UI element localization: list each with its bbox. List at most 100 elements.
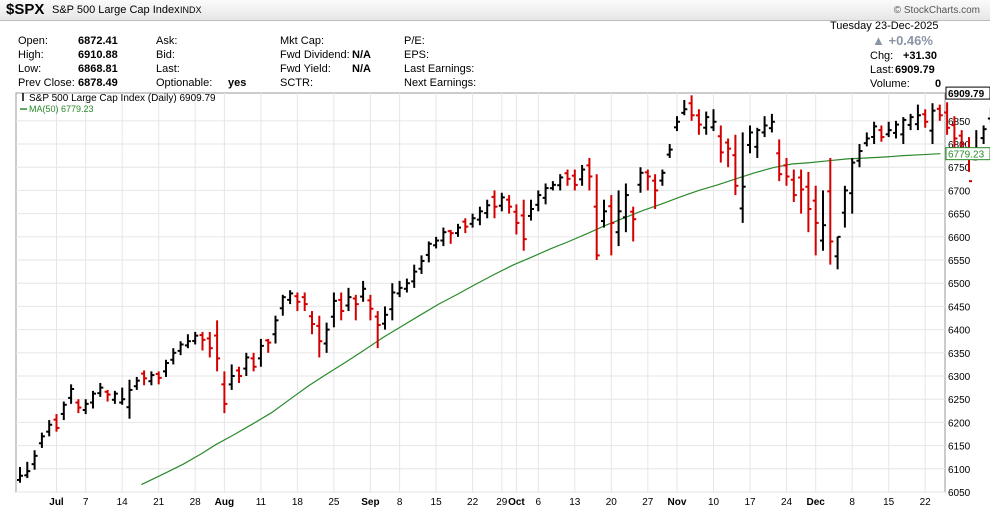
last-earnings-label: Last Earnings:: [404, 63, 475, 75]
ohlc-bar: [893, 120, 899, 139]
ohlc-bar: [805, 171, 812, 233]
ohlc-bar: [433, 236, 440, 249]
x-tick-label: 14: [117, 497, 129, 508]
fwd-yield-value: N/A: [352, 63, 371, 75]
ohlc-bar: [90, 390, 96, 409]
ohlc-bar: [236, 366, 242, 383]
ohlc-bar: [783, 157, 790, 186]
ohlc-bar: [170, 348, 177, 365]
y-tick-label: 6350: [948, 349, 971, 360]
ohlc-bar: [703, 111, 710, 135]
low-label: Low:: [18, 63, 42, 75]
x-tick-label: 7: [83, 497, 89, 508]
ohlc-bar: [907, 113, 914, 131]
ohlc-bar: [330, 292, 337, 328]
ohlc-bar: [987, 107, 990, 124]
ohlc-bar: [739, 132, 746, 223]
y-tick-label: 6150: [948, 442, 971, 453]
quote-date: Tuesday 23-Dec-2025: [830, 20, 939, 32]
ohlc-bar: [403, 278, 410, 293]
y-tick-label: 6750: [948, 163, 971, 174]
ohlc-bar: [725, 138, 732, 168]
x-tick-label: 20: [606, 497, 618, 508]
ohlc-bar: [111, 390, 118, 404]
ohlc-bar: [900, 117, 907, 145]
ohlc-bar: [75, 399, 82, 414]
y-tick-label: 6850: [948, 117, 971, 128]
ohlc-bar: [579, 164, 586, 186]
ohlc-bar: [257, 338, 264, 367]
ohlc-bar: [513, 204, 520, 235]
ohlc-bar: [46, 420, 53, 437]
volume-value: 0: [935, 78, 942, 90]
ohlc-bar: [82, 399, 89, 415]
ohlc-bar: [24, 461, 31, 479]
plot-area: [15, 92, 946, 493]
x-tick-label: 28: [190, 497, 202, 508]
x-tick-label: 8: [849, 497, 855, 508]
ohlc-bar: [316, 315, 323, 358]
percent-change: ▲ +0.46%: [872, 33, 933, 48]
ohlc-bar: [790, 169, 797, 203]
ohlc-bar: [272, 315, 279, 344]
ohlc-bar: [60, 401, 67, 421]
ohlc-bar: [601, 199, 607, 228]
ohlc-bar: [856, 144, 863, 168]
y-tick-label: 6050: [948, 488, 971, 499]
ohlc-bar: [141, 370, 148, 386]
ohlc-bar: [31, 450, 38, 470]
ohlc-bar: [221, 371, 228, 414]
x-tick-label: Dec: [807, 497, 826, 508]
ohlc-bar: [528, 199, 534, 221]
watermark: © StockCharts.com: [893, 5, 980, 16]
ohlc-bar: [761, 116, 768, 138]
ohlc-bar: [323, 322, 330, 353]
ohlc-bar: [250, 352, 257, 372]
ohlc-bar: [717, 125, 724, 163]
ohlc-bar: [309, 311, 315, 335]
ohlc-bar: [768, 113, 775, 133]
ohlc-bar: [834, 235, 841, 270]
high-value: 6910.88: [78, 49, 118, 61]
x-tick-label: Jul: [49, 497, 64, 508]
ohlc-bar: [301, 292, 308, 312]
ohlc-bar: [338, 292, 345, 321]
ohlc-bar: [754, 127, 761, 158]
ohlc-bar: [440, 227, 447, 247]
ohlc-bar: [345, 287, 352, 312]
ohlc-bar: [469, 213, 476, 228]
ohlc-bar: [630, 206, 637, 242]
open-label: Open:: [18, 35, 48, 47]
ohlc-bar: [199, 331, 206, 351]
ohlc-bar: [17, 466, 23, 483]
y-tick-label: 6250: [948, 395, 971, 406]
last-label: Last:: [156, 63, 180, 75]
x-tick-label: 24: [781, 497, 793, 508]
y-tick-label: 6800: [948, 140, 971, 151]
symbol: $SPX: [6, 1, 45, 18]
ohlc-bar: [688, 95, 695, 121]
ohlc-bar: [885, 121, 892, 138]
x-tick-label: Nov: [668, 497, 687, 508]
ohlc-bar: [184, 334, 191, 349]
ohlc-bar: [243, 352, 250, 377]
y-tick-label: 6450: [948, 302, 971, 313]
change-label: Chg:: [870, 50, 894, 62]
ohlc-bar: [732, 134, 739, 196]
ask-label: Ask:: [156, 35, 178, 47]
ohlc-bar: [389, 283, 396, 321]
security-name: S&P 500 Large Cap Index: [52, 4, 180, 16]
x-tick-label: Oct: [508, 497, 525, 508]
ohlc-bar: [476, 206, 483, 226]
ohlc-bar: [929, 103, 936, 145]
x-tick-label: 29: [496, 497, 508, 508]
ohlc-bar: [68, 384, 75, 404]
ohlc-bar: [382, 306, 388, 330]
ohlc-bar: [980, 125, 987, 145]
ohlc-bar: [294, 292, 301, 312]
ohlc-bar: [944, 102, 951, 135]
ohlc-bar: [97, 382, 104, 397]
ohlc-bar: [936, 104, 943, 121]
price-label-box: [945, 147, 990, 161]
